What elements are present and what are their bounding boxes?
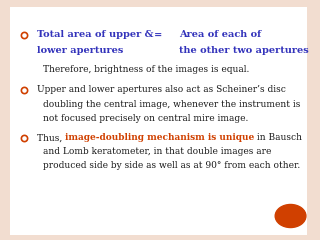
Text: doubling the central image, whenever the instrument is: doubling the central image, whenever the… — [43, 100, 300, 109]
Text: image-doubling mechanism is unique: image-doubling mechanism is unique — [65, 133, 254, 143]
Text: not focused precisely on central mire image.: not focused precisely on central mire im… — [43, 114, 249, 123]
Text: Therefore, brightness of the images is equal.: Therefore, brightness of the images is e… — [43, 65, 250, 74]
Text: in Bausch: in Bausch — [254, 133, 302, 143]
Text: Area of each of: Area of each of — [179, 30, 261, 39]
Text: lower apertures: lower apertures — [37, 46, 123, 55]
Text: and Lomb keratometer, in that double images are: and Lomb keratometer, in that double ima… — [43, 147, 272, 156]
Text: Upper and lower apertures also act as Scheiner’s disc: Upper and lower apertures also act as Sc… — [37, 85, 286, 95]
Circle shape — [275, 204, 306, 228]
Text: Total area of upper &: Total area of upper & — [37, 30, 153, 39]
Text: Thus,: Thus, — [37, 133, 65, 143]
Text: the other two apertures: the other two apertures — [179, 46, 309, 55]
Text: =: = — [144, 30, 172, 39]
Text: produced side by side as well as at 90° from each other.: produced side by side as well as at 90° … — [43, 161, 300, 170]
